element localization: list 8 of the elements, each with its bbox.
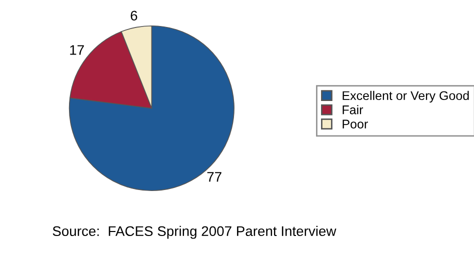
data-label: 77 — [207, 172, 222, 182]
data-label: 17 — [70, 45, 84, 55]
legend-label: Poor — [342, 120, 368, 128]
pie-slice — [68, 25, 234, 192]
source-note: Source: FACES Spring 2007 Parent Interview — [52, 226, 336, 239]
legend-label: Excellent or Very Good — [342, 90, 469, 103]
data-label: 6 — [130, 10, 138, 21]
legend-label: Fair — [342, 105, 364, 114]
